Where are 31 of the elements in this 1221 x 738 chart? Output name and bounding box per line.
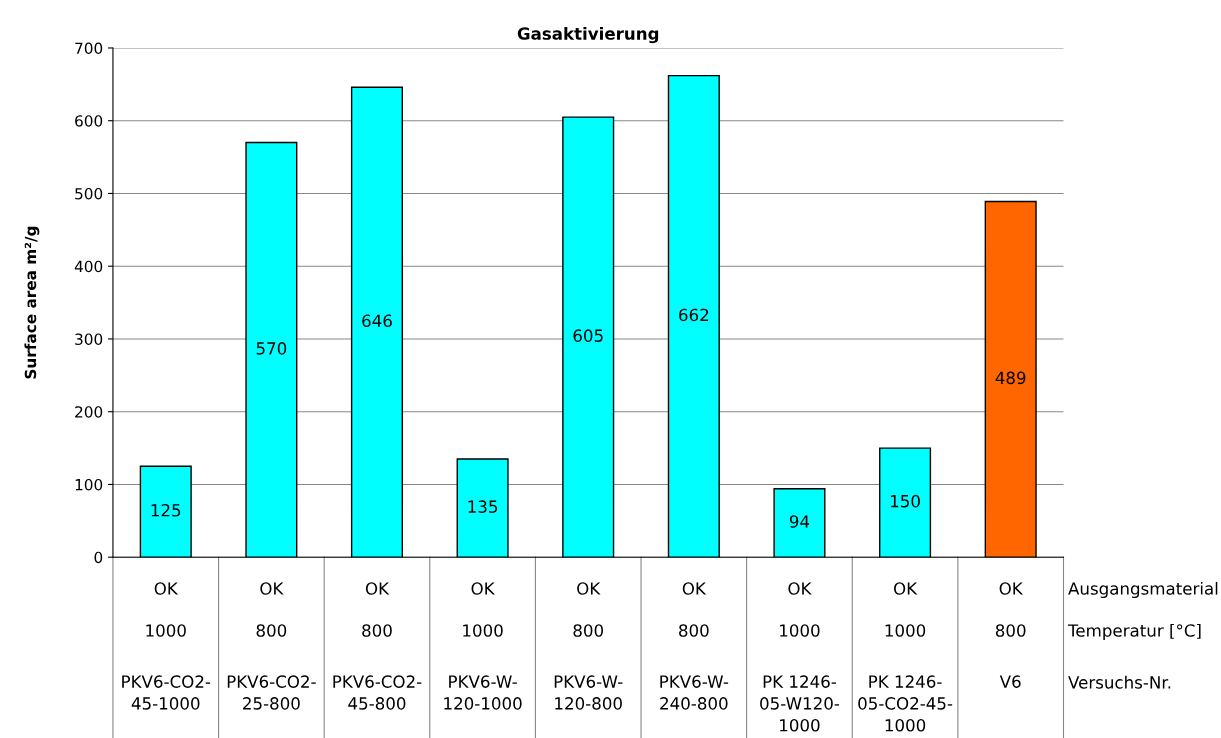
category-label: OK 1000 PKV6-W- 120-1000 xyxy=(444,582,522,710)
text: Ausgangsmaterial xyxy=(1068,581,1218,599)
data-label: 662 xyxy=(679,308,709,322)
y-tick-label: 700 xyxy=(75,42,103,54)
y-tick-label: 100 xyxy=(75,478,103,491)
data-label: 94 xyxy=(789,515,810,528)
chart-title: Gasaktivierung xyxy=(517,26,659,44)
y-axis-title: Surface area m²/g xyxy=(24,226,40,379)
category-label: OK 1000 PK 1246- 05-W120- 1000 xyxy=(760,582,840,732)
data-label: 605 xyxy=(573,329,603,342)
data-label: 135 xyxy=(468,500,498,513)
data-label: 570 xyxy=(256,342,287,355)
category-label: OK 800 PKV6-W- 120-800 xyxy=(554,582,623,710)
data-label: 646 xyxy=(362,314,392,328)
y-tick-label: 0 xyxy=(94,551,103,564)
data-label: 489 xyxy=(995,371,1026,385)
data-label: 150 xyxy=(890,494,920,508)
category-label: OK 1000 PKV6-CO2- 45-1000 xyxy=(122,582,211,710)
category-label: OK 800 V6 xyxy=(995,582,1026,688)
text: Temperatur [°C] xyxy=(1067,623,1201,641)
y-tick-label: 500 xyxy=(75,187,103,200)
category-label: OK 1000 PK 1246- 05-CO2-45- 1000 xyxy=(858,582,953,732)
y-tick-label: 400 xyxy=(74,260,103,273)
category-label: OK 800 PKV6-CO2- 45-800 xyxy=(333,582,422,710)
y-tick-label: 200 xyxy=(75,406,103,418)
category-label: OK 800 PKV6-W- 240-800 xyxy=(660,582,729,710)
text: Versuchs-Nr. xyxy=(1068,675,1171,689)
y-tick-label: 300 xyxy=(75,333,103,345)
data-label: 125 xyxy=(151,503,181,517)
category-label: OK 800 PKV6-CO2- 25-800 xyxy=(227,582,316,710)
y-tick-label: 600 xyxy=(75,115,103,127)
